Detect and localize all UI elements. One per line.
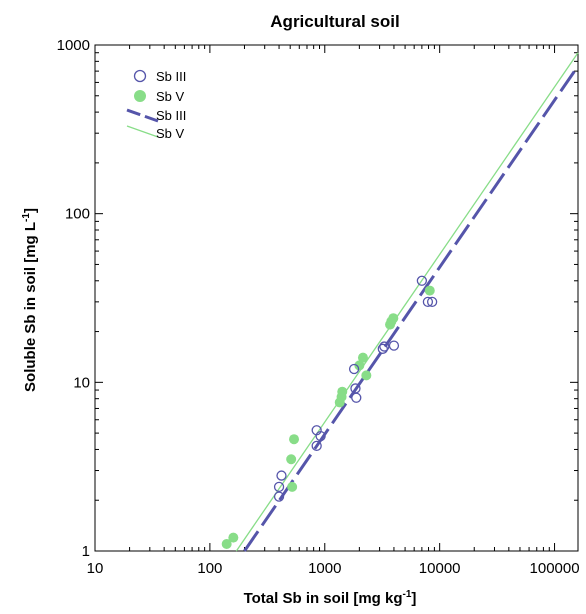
legend-marker-sb5-points — [134, 90, 146, 102]
legend: Sb III Sb V Sb III Sb V — [126, 69, 186, 141]
y-tick-label: 100 — [65, 206, 90, 223]
legend-label-sb3-line: Sb III — [156, 108, 186, 123]
axis-ticks — [94, 44, 578, 552]
point-sb3 — [426, 296, 438, 308]
point-sb5 — [228, 532, 239, 543]
point-sb5 — [424, 285, 435, 296]
x-tick-label: 100000 — [530, 560, 580, 577]
legend-label-sb5-line: Sb V — [156, 126, 185, 141]
legend-line-sb3 — [126, 108, 159, 123]
x-tick-label: 100 — [197, 560, 222, 577]
point-sb5 — [357, 352, 368, 363]
point-sb3 — [348, 363, 360, 375]
y-tick-label: 10 — [73, 374, 90, 391]
x-axis-label: Total Sb in soil [mg kg-1] — [244, 589, 417, 607]
y-tick-label: 1 — [82, 543, 90, 560]
point-sb5 — [361, 370, 372, 381]
fit-line-sb3 — [243, 65, 580, 552]
x-tick-label: 10 — [87, 560, 104, 577]
legend-line-sb5 — [126, 125, 159, 138]
point-sb5 — [337, 386, 348, 397]
point-sb3 — [311, 440, 322, 452]
point-sb5 — [354, 360, 365, 371]
data-points — [221, 275, 438, 550]
fit-lines — [235, 52, 580, 552]
x-tick-label: 1000 — [308, 560, 341, 577]
y-tick-label: 1000 — [57, 37, 90, 54]
fit-line-sb5 — [235, 52, 579, 552]
x-tick-label: 10000 — [419, 560, 461, 577]
plot-frame — [94, 44, 579, 552]
point-sb3 — [388, 340, 400, 351]
point-sb5 — [289, 434, 300, 445]
point-sb5 — [388, 313, 399, 324]
chart-title: Agricultural soil — [270, 12, 399, 31]
point-sb3 — [276, 470, 287, 481]
point-sb3 — [379, 341, 390, 352]
point-sb3 — [377, 343, 388, 354]
legend-label-sb5-points: Sb V — [156, 89, 185, 104]
point-sb3 — [422, 296, 434, 308]
y-axis-label: Soluble Sb in soil [mg L-1] — [21, 208, 39, 392]
point-sb3 — [273, 481, 285, 493]
point-sb3 — [273, 491, 285, 502]
point-sb3 — [351, 392, 362, 403]
point-sb5 — [286, 454, 297, 465]
legend-label-sb3-points: Sb III — [156, 69, 186, 84]
legend-marker-sb3-points — [133, 69, 147, 83]
point-sb3 — [416, 275, 428, 286]
point-sb3 — [315, 430, 326, 442]
point-sb5 — [221, 539, 232, 550]
point-sb5 — [287, 481, 298, 492]
